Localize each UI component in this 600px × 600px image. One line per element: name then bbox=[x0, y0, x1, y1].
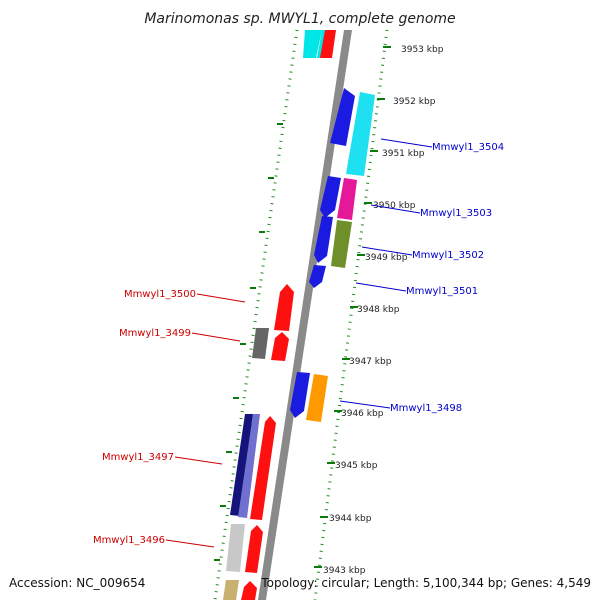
tick-label: 3945 kbp bbox=[335, 461, 378, 471]
gene-feature[interactable] bbox=[223, 580, 239, 600]
gene-feature[interactable] bbox=[330, 88, 355, 146]
gene-feature[interactable] bbox=[346, 92, 375, 176]
gene-label-mmwyl1-3496[interactable]: Mmwyl1_3496 bbox=[93, 535, 165, 546]
tick-label: 3947 kbp bbox=[349, 357, 392, 367]
gene-label-mmwyl1-3501[interactable]: Mmwyl1_3501 bbox=[406, 286, 478, 297]
gene-feature[interactable] bbox=[314, 216, 333, 263]
tick-label: 3951 kbp bbox=[382, 149, 425, 159]
gene-feature[interactable] bbox=[320, 176, 341, 218]
gene-feature[interactable] bbox=[250, 416, 276, 520]
gene-feature[interactable] bbox=[309, 265, 326, 288]
tick-label: 3946 kbp bbox=[341, 409, 384, 419]
gene-labels: Mmwyl1_3504 Mmwyl1_3503 Mmwyl1_3502 Mmwy… bbox=[93, 142, 504, 546]
left-ring-ticks bbox=[214, 123, 283, 561]
scale-labels: 3953 kbp 3952 kbp 3951 kbp 3950 kbp 3949… bbox=[323, 45, 444, 576]
gene-feature[interactable] bbox=[241, 581, 257, 600]
gene-label-mmwyl1-3503[interactable]: Mmwyl1_3503 bbox=[420, 208, 492, 219]
gene-label-mmwyl1-3500[interactable]: Mmwyl1_3500 bbox=[124, 289, 196, 300]
gene-feature[interactable] bbox=[245, 525, 263, 573]
tick-label: 3943 kbp bbox=[323, 566, 366, 576]
tick-label: 3950 kbp bbox=[373, 201, 416, 211]
gene-label-mmwyl1-3499[interactable]: Mmwyl1_3499 bbox=[119, 328, 191, 339]
topology-text: Topology: circular; Length: 5,100,344 bp… bbox=[260, 576, 591, 590]
gene-feature[interactable] bbox=[320, 30, 336, 58]
gene-label-mmwyl1-3504[interactable]: Mmwyl1_3504 bbox=[432, 142, 504, 153]
right-ring-ticks bbox=[314, 46, 391, 568]
tick-label: 3944 kbp bbox=[329, 514, 372, 524]
gene-feature[interactable] bbox=[230, 414, 253, 516]
gene-feature[interactable] bbox=[252, 328, 269, 359]
map-title: Marinomonas sp. MWYL1, complete genome bbox=[144, 11, 455, 27]
tick-label: 3953 kbp bbox=[401, 45, 444, 55]
gene-feature[interactable] bbox=[226, 524, 245, 572]
reverse-strand-genes bbox=[223, 30, 336, 600]
tick-label: 3952 kbp bbox=[393, 97, 436, 107]
gene-feature[interactable] bbox=[290, 372, 310, 418]
genome-backbone bbox=[258, 30, 352, 600]
tick-label: 3949 kbp bbox=[365, 253, 408, 263]
label-leaders bbox=[165, 138, 433, 548]
gene-feature[interactable] bbox=[303, 30, 322, 58]
outer-ring-left bbox=[213, 29, 299, 600]
gene-feature[interactable] bbox=[306, 374, 328, 422]
gene-feature[interactable] bbox=[271, 332, 289, 361]
gene-label-mmwyl1-3497[interactable]: Mmwyl1_3497 bbox=[102, 452, 174, 463]
tick-label: 3948 kbp bbox=[357, 305, 400, 315]
gene-feature[interactable] bbox=[238, 414, 260, 518]
accession-text: Accession: NC_009654 bbox=[9, 576, 145, 590]
gene-feature[interactable] bbox=[337, 178, 357, 220]
outer-ring-right bbox=[313, 29, 389, 600]
gene-label-mmwyl1-3502[interactable]: Mmwyl1_3502 bbox=[412, 250, 484, 261]
gene-feature[interactable] bbox=[331, 220, 352, 268]
gene-feature[interactable] bbox=[274, 284, 294, 331]
gene-label-mmwyl1-3498[interactable]: Mmwyl1_3498 bbox=[390, 403, 462, 414]
